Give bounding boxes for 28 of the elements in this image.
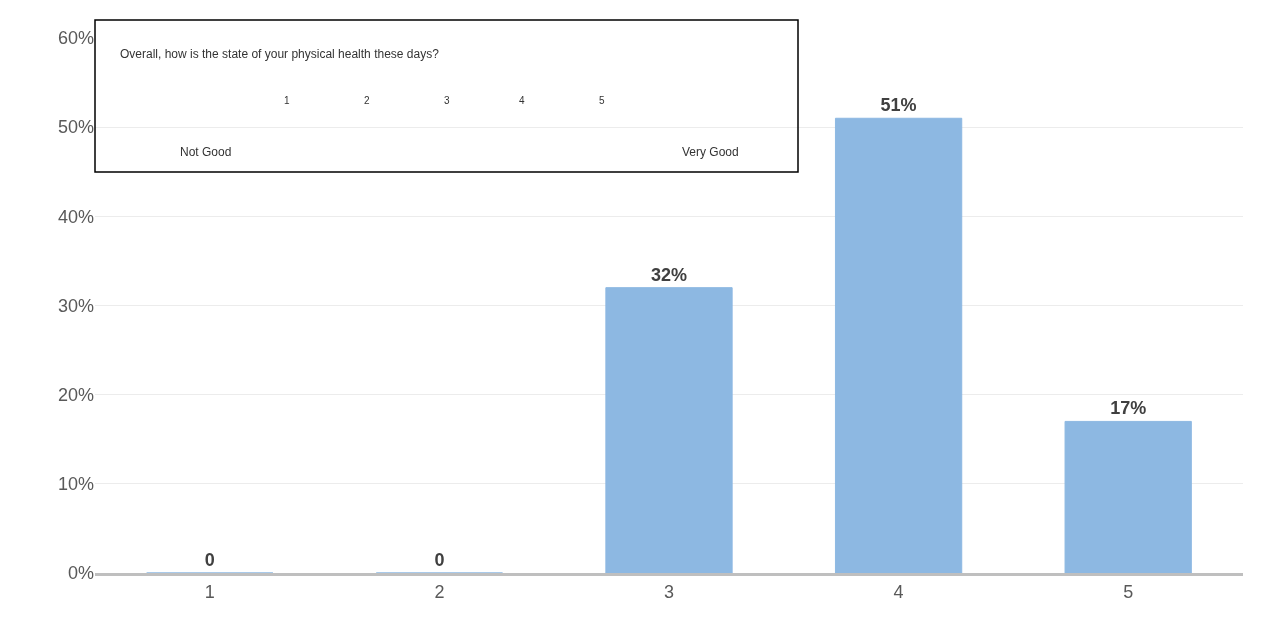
data-label: 17%: [1110, 398, 1147, 419]
y-tick-label: 0%: [67, 563, 94, 584]
data-label: 0: [434, 550, 445, 570]
annotation: 3: [444, 95, 450, 106]
y-tick-label: 20%: [57, 384, 94, 405]
annotation: Very Good: [682, 145, 739, 159]
bar: [834, 117, 963, 573]
y-tick-label: 60%: [57, 28, 94, 49]
x-tick-label: 2: [434, 581, 445, 602]
y-tick-label: 30%: [57, 295, 94, 316]
x-tick-label: 1: [204, 581, 215, 602]
x-tick-label: 5: [1123, 581, 1134, 602]
data-label: 0: [204, 550, 215, 570]
x-tick-label: 3: [663, 581, 675, 602]
y-tick-label: 50%: [57, 117, 94, 138]
annotation: 2: [364, 95, 370, 106]
x-tick-label: 4: [893, 581, 904, 602]
annotation: Not Good: [180, 145, 232, 159]
bar: [605, 287, 733, 573]
annotation: Overall, how is the state of your physical health these days?: [120, 47, 440, 61]
annotation: 4: [519, 95, 525, 106]
bar: [1064, 420, 1192, 573]
annotation: 1: [284, 95, 290, 106]
y-tick-label: 10%: [57, 474, 94, 495]
annotation: 5: [599, 95, 605, 106]
data-label: 51%: [880, 95, 917, 116]
data-label: 32%: [650, 264, 688, 285]
y-tick-label: 40%: [57, 206, 94, 227]
